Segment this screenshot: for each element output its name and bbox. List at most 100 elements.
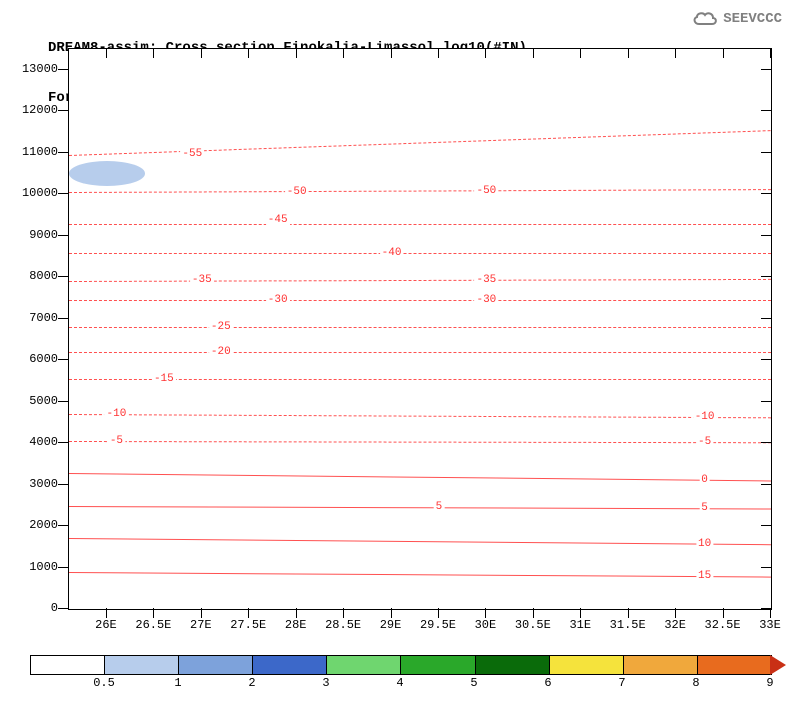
y-tick-label: 5000 <box>8 394 58 408</box>
y-tick <box>58 401 68 402</box>
filled-region <box>69 161 145 186</box>
contour-label: 5 <box>434 501 445 513</box>
y-tick-label: 12000 <box>8 103 58 117</box>
y-tick <box>58 442 68 443</box>
x-tick <box>723 608 724 618</box>
y-tick <box>761 359 771 360</box>
y-tick <box>761 401 771 402</box>
x-tick <box>296 48 297 58</box>
x-tick <box>391 48 392 58</box>
x-tick-label: 28E <box>285 618 307 632</box>
colorbar-tick-label: 9 <box>766 676 773 690</box>
y-tick-label: 4000 <box>8 435 58 449</box>
colorbar-arrow <box>770 655 786 675</box>
y-tick <box>761 193 771 194</box>
x-tick <box>485 608 486 618</box>
y-tick <box>58 110 68 111</box>
contour-label: -50 <box>474 185 498 197</box>
y-tick <box>58 152 68 153</box>
y-tick <box>761 276 771 277</box>
contour-line <box>69 414 771 418</box>
y-tick-label: 8000 <box>8 269 58 283</box>
x-tick <box>628 48 629 58</box>
y-tick-label: 13000 <box>8 62 58 76</box>
colorbar-segment <box>105 656 179 674</box>
x-tick-label: 31.5E <box>610 618 646 632</box>
y-tick <box>58 318 68 319</box>
x-tick <box>153 48 154 58</box>
y-tick-label: 0 <box>8 601 58 615</box>
y-tick <box>761 235 771 236</box>
y-tick <box>58 193 68 194</box>
x-tick <box>106 608 107 618</box>
y-tick <box>58 276 68 277</box>
x-tick-label: 29.5E <box>420 618 456 632</box>
contour-label: -10 <box>693 411 717 423</box>
y-tick-label: 2000 <box>8 518 58 532</box>
contour-label: -5 <box>696 436 713 448</box>
colorbar-segment <box>476 656 550 674</box>
x-tick <box>533 608 534 618</box>
x-tick <box>533 48 534 58</box>
colorbar-segment <box>179 656 253 674</box>
provider-logo: SEEVCCC <box>691 10 782 28</box>
contour-line <box>69 327 771 328</box>
x-tick <box>580 608 581 618</box>
contour-line <box>69 300 771 301</box>
x-tick-label: 26E <box>95 618 117 632</box>
colorbar-segment <box>550 656 624 674</box>
colorbar-tick-label: 2 <box>248 676 255 690</box>
x-tick <box>438 48 439 58</box>
x-tick <box>296 608 297 618</box>
contour-label: -20 <box>209 346 233 358</box>
contour-line <box>69 352 771 353</box>
logo-text: SEEVCCC <box>723 11 782 27</box>
cross-section-plot: 1510550-5-5-10-10-15-20-25-30-30-35-35-4… <box>68 48 772 610</box>
y-tick-label: 11000 <box>8 145 58 159</box>
contour-line <box>69 572 771 578</box>
x-tick <box>343 608 344 618</box>
colorbar-tick-label: 1 <box>174 676 181 690</box>
contour-line <box>69 441 771 443</box>
x-tick <box>248 608 249 618</box>
contour-label: -45 <box>266 214 290 226</box>
y-tick <box>761 152 771 153</box>
contour-line <box>69 253 771 254</box>
colorbar-tick-label: 5 <box>470 676 477 690</box>
contour-line <box>69 130 771 156</box>
x-tick <box>628 608 629 618</box>
contour-label: 5 <box>699 502 710 514</box>
y-tick <box>761 525 771 526</box>
x-tick-label: 33E <box>759 618 781 632</box>
y-tick-label: 6000 <box>8 352 58 366</box>
y-tick <box>58 359 68 360</box>
y-tick <box>761 318 771 319</box>
colorbar-labels: 0.5123456789 <box>30 676 770 692</box>
contour-label: -15 <box>152 373 176 385</box>
contour-label: 10 <box>696 538 713 550</box>
y-tick <box>58 69 68 70</box>
x-tick <box>438 608 439 618</box>
y-tick <box>58 235 68 236</box>
x-tick-label: 29E <box>380 618 402 632</box>
x-tick <box>248 48 249 58</box>
contour-line <box>69 473 771 481</box>
contour-label: -5 <box>108 435 125 447</box>
x-tick-label: 31E <box>569 618 591 632</box>
colorbar-segment <box>253 656 327 674</box>
contour-line <box>69 506 771 509</box>
x-tick <box>201 48 202 58</box>
x-tick-label: 30E <box>475 618 497 632</box>
y-tick <box>58 608 68 609</box>
y-tick <box>761 69 771 70</box>
colorbar-segment <box>327 656 401 674</box>
colorbar-segment <box>31 656 105 674</box>
contour-label: -55 <box>180 148 204 160</box>
x-tick-label: 30.5E <box>515 618 551 632</box>
colorbar-segment <box>401 656 475 674</box>
y-tick-label: 9000 <box>8 228 58 242</box>
y-tick-label: 7000 <box>8 311 58 325</box>
x-tick <box>485 48 486 58</box>
x-tick <box>580 48 581 58</box>
contour-label: -30 <box>266 294 290 306</box>
